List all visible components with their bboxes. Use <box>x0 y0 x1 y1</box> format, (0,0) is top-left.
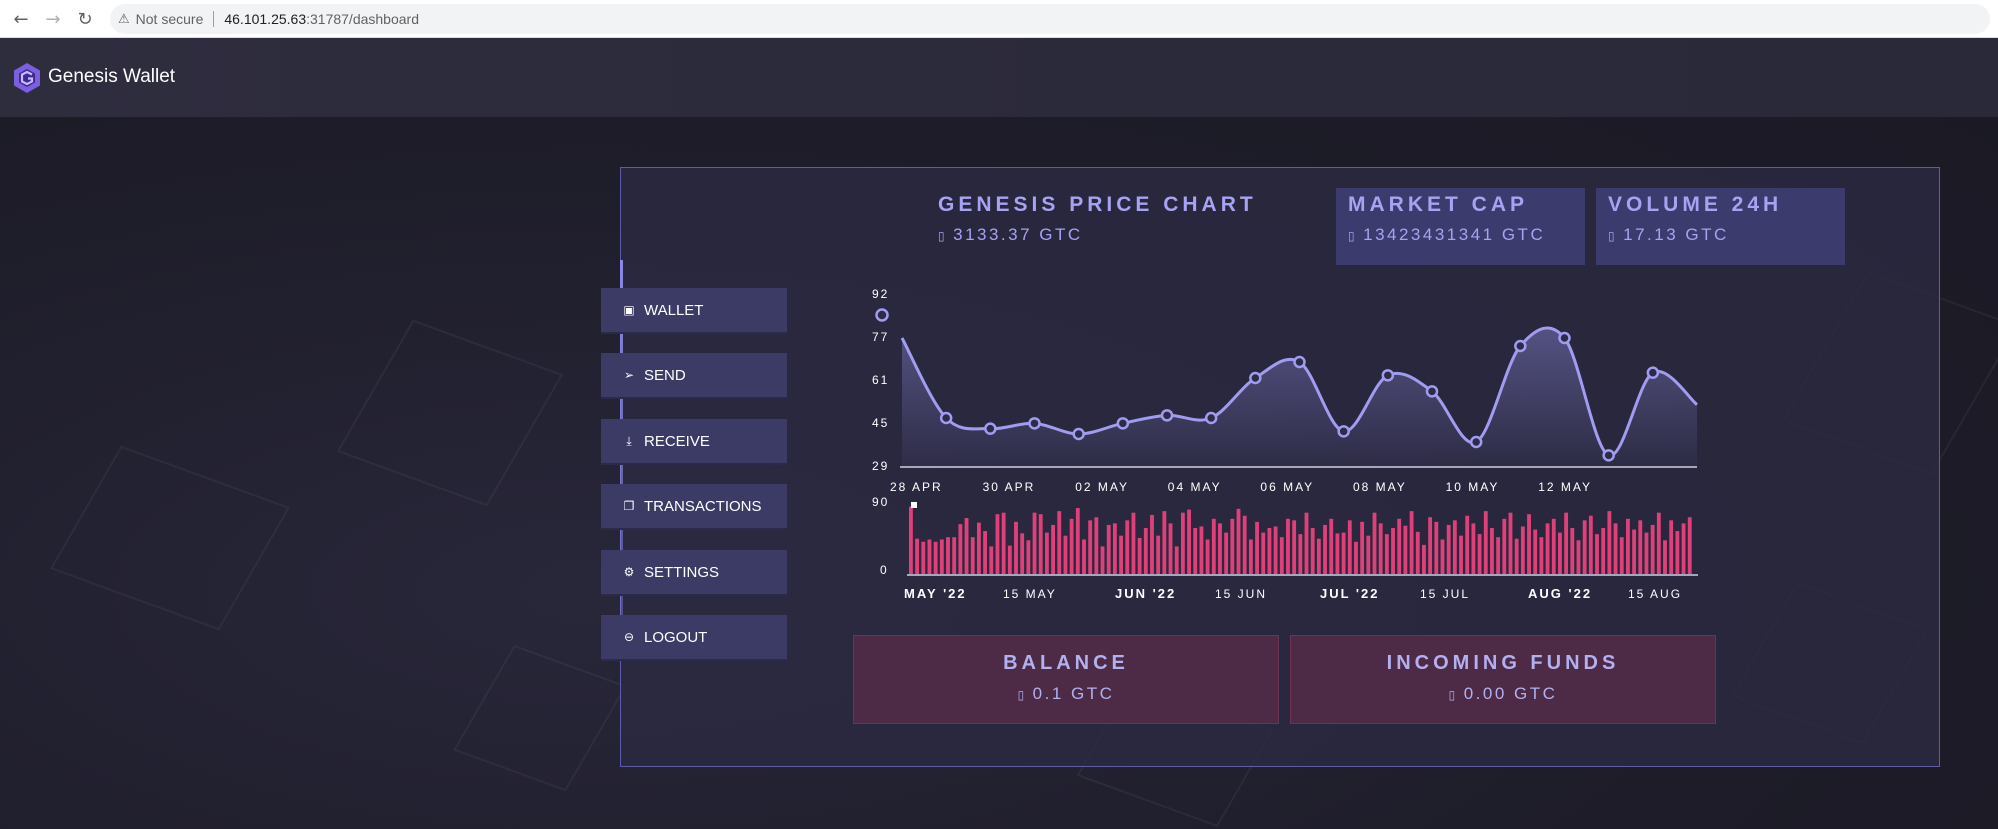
app-header: Genesis Wallet <box>0 38 1998 117</box>
incoming-funds-card: INCOMING FUNDS ▯ 0.00 GTC <box>1290 635 1716 724</box>
gear-icon: ⚙ <box>623 565 635 579</box>
security-label[interactable]: Not secure <box>135 11 204 27</box>
price-value: ▯ 3133.37 GTC <box>938 225 1083 245</box>
menu-label: TRANSACTIONS <box>644 497 762 515</box>
brand-name[interactable]: Genesis Wallet <box>48 66 176 87</box>
menu-label: SETTINGS <box>644 563 720 581</box>
browser-chrome: ← → ↻ ⚠ Not secure 46.101.25.63:31787/da… <box>0 0 1998 38</box>
currency-icon: ▯ <box>938 229 948 243</box>
menu-label: SEND <box>644 366 686 384</box>
menu-transactions-button[interactable]: ❐ TRANSACTIONS <box>601 484 787 530</box>
background-cube <box>453 644 627 792</box>
menu-settings-button[interactable]: ⚙ SETTINGS <box>601 550 787 596</box>
balance-card: BALANCE ▯ 0.1 GTC <box>853 635 1279 724</box>
market-cap-amount: 13423431341 GTC <box>1363 225 1546 244</box>
price-chart-title: GENESIS PRICE CHART <box>938 193 1257 216</box>
balance-amount: 0.1 GTC <box>1032 684 1115 703</box>
transactions-icon: ❐ <box>623 499 635 513</box>
currency-icon: ▯ <box>1608 229 1618 243</box>
incoming-funds-title: INCOMING FUNDS <box>1386 652 1620 674</box>
background-cube <box>49 445 291 631</box>
genesis-logo-icon <box>14 63 40 93</box>
menu-receive-button[interactable]: ⤓ RECEIVE <box>601 419 787 465</box>
currency-icon: ▯ <box>1448 688 1458 702</box>
volume-title: VOLUME 24H <box>1608 193 1783 216</box>
menu-label: WALLET <box>644 301 704 319</box>
menu-wallet-button[interactable]: ▣ WALLET <box>601 288 787 334</box>
url-path[interactable]: :31787/dashboard <box>306 11 419 27</box>
reload-icon[interactable]: ↻ <box>77 8 93 30</box>
incoming-funds-value: ▯ 0.00 GTC <box>1291 684 1715 704</box>
forward-arrow-icon[interactable]: → <box>45 8 61 30</box>
volume-value: ▯ 17.13 GTC <box>1608 225 1729 245</box>
send-icon: ➢ <box>623 368 635 382</box>
wallet-icon: ▣ <box>623 303 635 317</box>
menu-send-button[interactable]: ➢ SEND <box>601 353 787 399</box>
warning-icon[interactable]: ⚠ <box>118 11 130 27</box>
menu-label: RECEIVE <box>644 432 710 450</box>
market-cap-title: MARKET CAP <box>1348 193 1528 216</box>
incoming-amount: 0.00 GTC <box>1463 684 1558 703</box>
logout-icon: ⊖ <box>623 630 635 644</box>
market-cap-card: MARKET CAP ▯ 13423431341 GTC <box>1336 188 1585 265</box>
address-bar[interactable]: ⚠ Not secure 46.101.25.63:31787/dashboar… <box>110 4 1990 34</box>
market-cap-value: ▯ 13423431341 GTC <box>1348 225 1545 245</box>
currency-icon: ▯ <box>1348 229 1358 243</box>
download-icon: ⤓ <box>626 433 632 448</box>
menu-label: LOGOUT <box>644 628 708 646</box>
menu-logout-button[interactable]: ⊖ LOGOUT <box>601 615 787 661</box>
volume-card: VOLUME 24H ▯ 17.13 GTC <box>1596 188 1845 265</box>
address-separator <box>213 11 215 27</box>
url-host[interactable]: 46.101.25.63 <box>224 11 307 27</box>
currency-icon: ▯ <box>1017 688 1027 702</box>
balance-value: ▯ 0.1 GTC <box>854 684 1278 704</box>
balance-title: BALANCE <box>1003 652 1129 674</box>
price-amount: 3133.37 GTC <box>953 225 1083 244</box>
background-cube <box>336 319 564 507</box>
back-arrow-icon[interactable]: ← <box>13 8 29 30</box>
volume-amount: 17.13 GTC <box>1623 225 1729 244</box>
